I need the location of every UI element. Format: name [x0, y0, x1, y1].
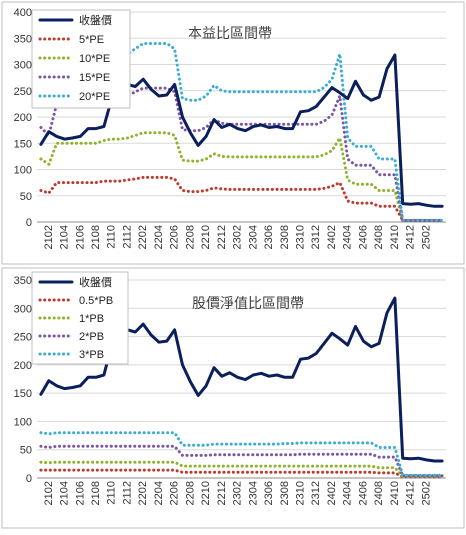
x-tick-label: 2110 — [106, 481, 118, 505]
legend-label: 1*PB — [79, 313, 104, 325]
series-line-2 — [39, 460, 444, 478]
x-tick-label: 2212 — [216, 481, 228, 505]
x-tick-label: 2104 — [59, 481, 71, 505]
x-tick-label: 2304 — [247, 225, 259, 249]
y-tick-label: 0 — [26, 473, 32, 485]
x-tick-label: 2204 — [153, 225, 165, 249]
y-tick-label: 350 — [14, 33, 32, 45]
x-tick-label: 2306 — [263, 225, 275, 249]
series-line-3 — [39, 86, 444, 222]
x-tick-label: 2102 — [43, 481, 55, 505]
y-tick-label: 400 — [14, 7, 32, 19]
x-tick-label: 2312 — [310, 481, 322, 505]
x-tick-label: 2308 — [279, 481, 291, 505]
x-tick-label: 2402 — [326, 225, 338, 249]
x-tick-label: 2406 — [357, 481, 369, 505]
x-tick-label: 2212 — [216, 225, 228, 249]
y-tick-label: 100 — [14, 165, 32, 177]
x-tick-label: 2410 — [389, 481, 401, 505]
x-tick-label: 2202 — [137, 481, 149, 505]
x-tick-label: 2408 — [373, 481, 385, 505]
x-tick-label: 2208 — [184, 481, 196, 505]
legend-label: 10*PE — [79, 53, 110, 65]
y-tick-label: 300 — [14, 60, 32, 72]
x-tick-label: 2102 — [43, 225, 55, 249]
x-tick-label: 2310 — [294, 481, 306, 505]
x-tick-label: 2406 — [357, 225, 369, 249]
y-tick-label: 200 — [14, 360, 32, 372]
legend-label: 20*PE — [79, 91, 110, 103]
x-tick-label: 2502 — [420, 225, 432, 249]
y-tick-label: 350 — [14, 275, 32, 287]
legend-label: 收盤價 — [79, 275, 112, 289]
x-tick-label: 2302 — [232, 225, 244, 249]
chart-title: 股價淨值比區間帶 — [192, 295, 304, 311]
x-tick-label: 2108 — [90, 225, 102, 249]
y-tick-label: 50 — [20, 445, 32, 457]
series-line-1 — [39, 175, 444, 222]
x-tick-label: 2408 — [373, 225, 385, 249]
x-tick-label: 2108 — [90, 481, 102, 505]
legend-label: 5*PE — [79, 34, 104, 46]
legend-label: 2*PB — [79, 331, 104, 343]
x-tick-label: 2410 — [389, 225, 401, 249]
x-tick-label: 2210 — [200, 481, 212, 505]
series-line-0 — [39, 53, 444, 208]
y-tick-label: 300 — [14, 303, 32, 315]
x-tick-label: 2404 — [342, 481, 354, 505]
x-tick-label: 2210 — [200, 225, 212, 249]
x-tick-label: 2104 — [59, 225, 71, 249]
x-tick-label: 2412 — [405, 225, 417, 249]
x-tick-label: 2208 — [184, 225, 196, 249]
y-tick-label: 50 — [20, 191, 32, 203]
x-tick-label: 2502 — [420, 481, 432, 505]
series-line-3 — [39, 444, 444, 478]
y-tick-label: 200 — [14, 112, 32, 124]
x-tick-label: 2304 — [247, 481, 259, 505]
x-tick-label: 2306 — [263, 481, 275, 505]
x-tick-label: 2112 — [121, 225, 133, 249]
series-line-4 — [39, 431, 444, 477]
pe-band-chart: 0 50 100 150 200 250 300 350 400 2102 2104 2106 2108… — [1, 1, 465, 265]
legend-label: 15*PE — [79, 72, 110, 84]
y-tick-label: 250 — [14, 332, 32, 344]
legend-label: 3*PB — [79, 349, 104, 361]
series-line-2 — [39, 131, 444, 222]
y-tick-label: 100 — [14, 416, 32, 428]
pb-band-chart: 0 50 100 150 200 250 300 350 2102 2104 2106 2108 211… — [1, 267, 465, 529]
x-tick-label: 2112 — [121, 481, 133, 505]
series-line-1 — [39, 468, 444, 479]
y-tick-label: 150 — [14, 138, 32, 150]
legend-label: 0.5*PB — [79, 295, 113, 307]
y-tick-label: 150 — [14, 388, 32, 400]
x-tick-label: 2302 — [232, 481, 244, 505]
y-tick-label: 250 — [14, 86, 32, 98]
chart-title: 本益比區間帶 — [188, 25, 272, 41]
x-tick-label: 2308 — [279, 225, 291, 249]
x-tick-label: 2206 — [169, 225, 181, 249]
x-tick-label: 2402 — [326, 481, 338, 505]
x-tick-label: 2202 — [137, 225, 149, 249]
x-tick-label: 2106 — [74, 225, 86, 249]
x-tick-label: 2312 — [310, 225, 322, 249]
x-tick-label: 2204 — [153, 481, 165, 505]
x-tick-label: 2404 — [342, 225, 354, 249]
legend-label: 收盤價 — [79, 13, 112, 27]
x-tick-label: 2206 — [169, 481, 181, 505]
x-tick-label: 2110 — [106, 225, 118, 249]
y-tick-label: 0 — [26, 217, 32, 229]
x-tick-label: 2106 — [74, 481, 86, 505]
x-tick-label: 2310 — [294, 225, 306, 249]
x-tick-label: 2412 — [405, 481, 417, 505]
